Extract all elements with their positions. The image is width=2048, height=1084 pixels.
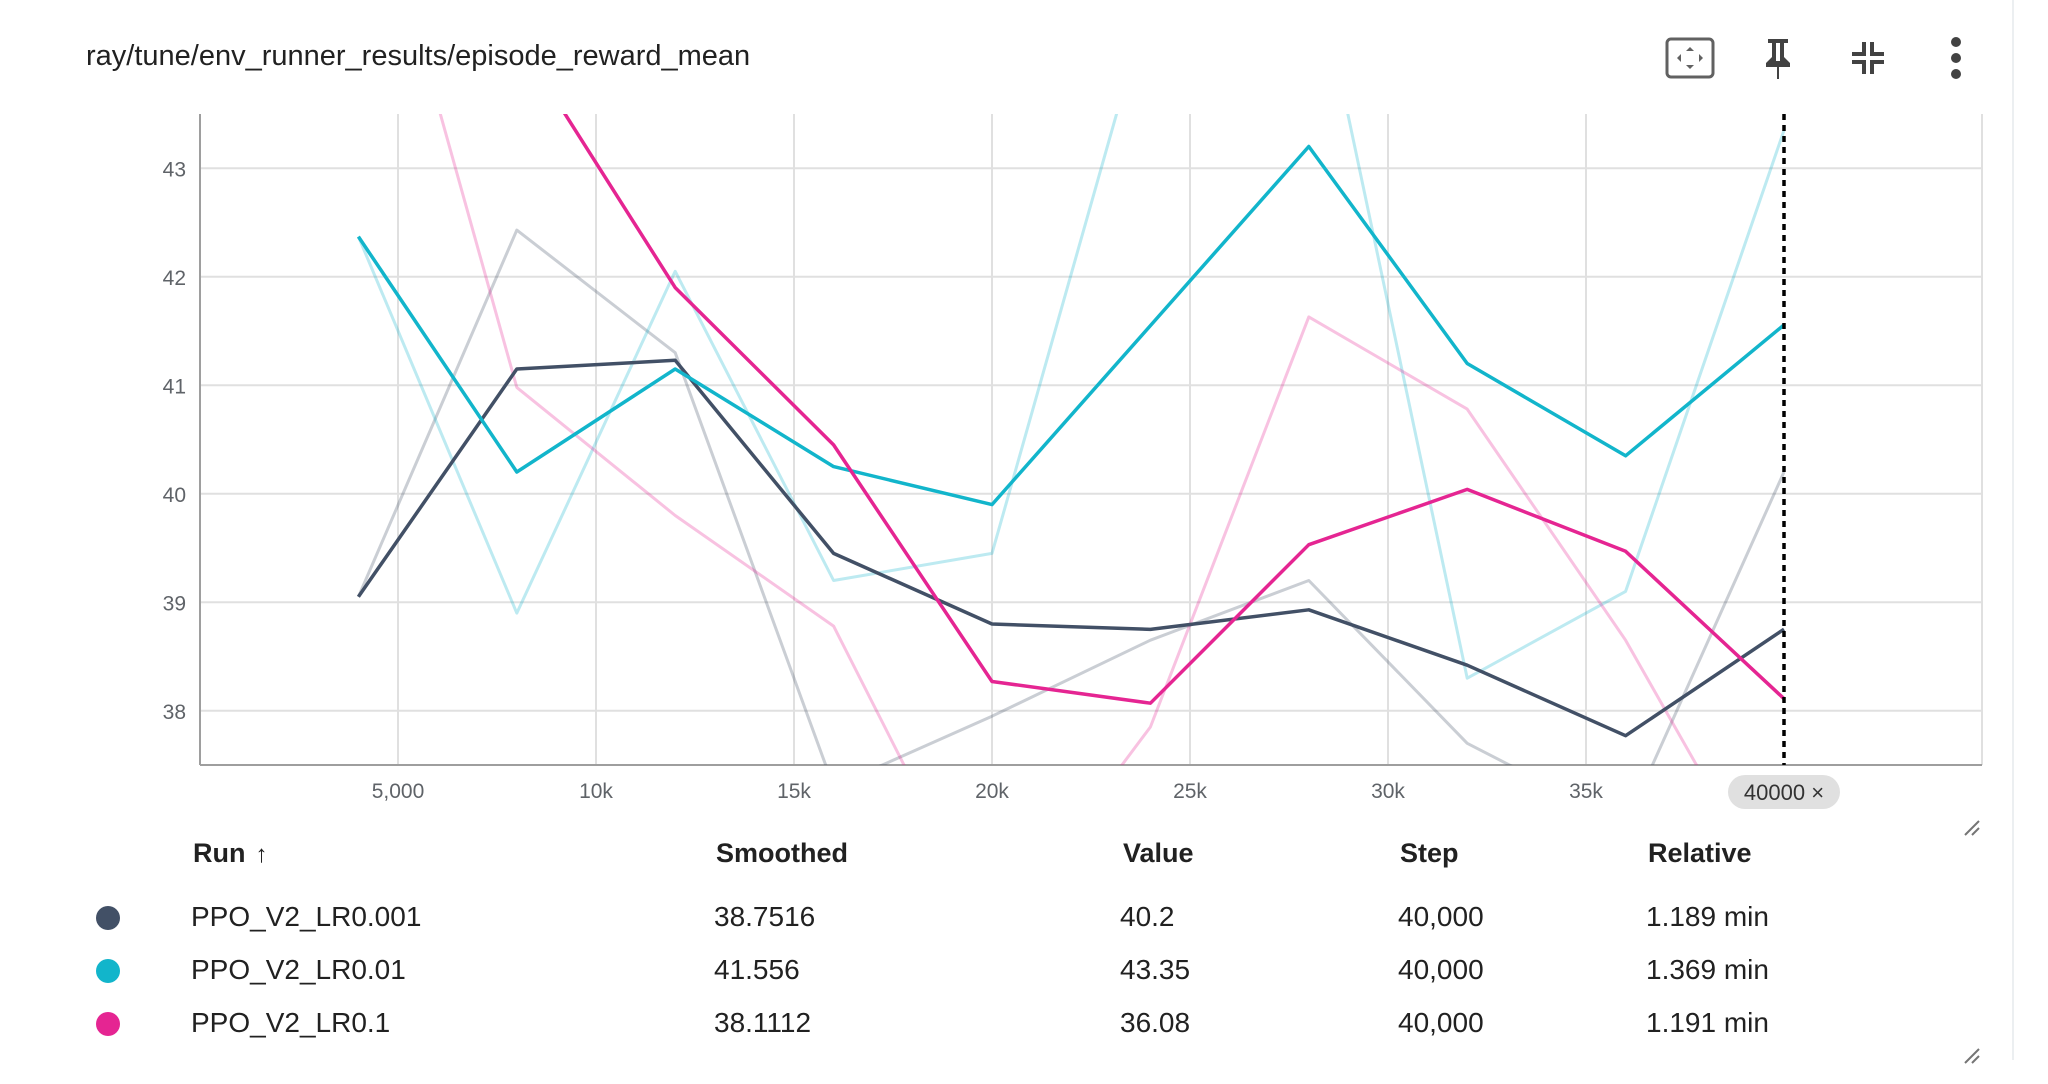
smoothed-value: 38.7516	[714, 901, 816, 932]
smoothed-series-line	[562, 114, 1786, 705]
x-tick-label: 30k	[1371, 780, 1405, 803]
chart-axes: 38 39 40 41 42 43 5,000 10k 15k 20k 25k 30k 35k	[163, 114, 1982, 803]
header-smoothed[interactable]: Smoothed	[716, 838, 848, 868]
table-row[interactable]: PPO_V2_LR0.001 38.7516 40.2 40,000 1.189…	[0, 892, 1990, 942]
relative-value: 1.369 min	[1646, 954, 1769, 985]
run-color-dot	[96, 1012, 120, 1036]
table-row[interactable]: PPO_V2_LR0.1 38.1112 36.08 40,000 1.191 …	[0, 998, 1990, 1048]
smoothed-series-line	[356, 358, 1785, 738]
raw-series-line	[438, 114, 1699, 765]
run-name: PPO_V2_LR0.1	[191, 1007, 391, 1038]
fit-domain-icon[interactable]	[1662, 30, 1718, 86]
x-tick-label: 20k	[975, 780, 1009, 803]
smoothed-value: 41.556	[714, 954, 800, 985]
pin-icon[interactable]	[1750, 30, 1806, 86]
run-name: PPO_V2_LR0.001	[191, 901, 422, 932]
raw-value: 40.2	[1120, 901, 1175, 932]
header-run-label: Run	[193, 838, 246, 868]
header-step[interactable]: Step	[1400, 838, 1459, 868]
x-tick-label: 10k	[579, 780, 613, 803]
step-chip[interactable]	[1728, 775, 1840, 809]
panel-divider	[2012, 0, 2014, 1060]
step-value: 40,000	[1398, 1007, 1484, 1038]
step-chip-label[interactable]: 40000 ×	[1744, 780, 1824, 805]
header-run[interactable]: Run ↑	[193, 838, 267, 869]
run-color-dot	[96, 906, 120, 930]
relative-value: 1.189 min	[1646, 901, 1769, 932]
raw-series-line	[357, 114, 1786, 680]
header-value[interactable]: Value	[1123, 838, 1194, 868]
smoothed-series-line	[356, 144, 1786, 507]
step-cursor[interactable]: 40000 ×	[1728, 114, 1840, 809]
more-vert-icon[interactable]	[1928, 30, 1984, 86]
raw-value: 36.08	[1120, 1007, 1191, 1038]
chart-grid	[200, 114, 1983, 765]
table-row[interactable]: PPO_V2_LR0.01 41.556 43.35 40,000 1.369 …	[0, 945, 1990, 995]
x-tick-label: 15k	[777, 780, 811, 803]
y-tick-label: 41	[163, 375, 186, 398]
step-value: 40,000	[1398, 901, 1484, 932]
y-tick-label: 43	[163, 158, 186, 181]
raw-value: 43.35	[1120, 954, 1191, 985]
smoothed-value: 38.1112	[714, 1007, 812, 1038]
y-tick-label: 42	[163, 267, 186, 290]
x-tick-label: 35k	[1569, 780, 1603, 803]
sort-arrow-icon: ↑	[255, 841, 268, 868]
collapse-icon[interactable]	[1840, 30, 1896, 86]
raw-series-line	[357, 228, 1786, 765]
line-chart[interactable]: 38 39 40 41 42 43 5,000 10k 15k 20k 25k 30k 35k 4000…	[0, 100, 2000, 820]
y-tick-label: 39	[163, 592, 186, 615]
header-relative[interactable]: Relative	[1648, 838, 1752, 868]
y-tick-label: 40	[163, 484, 186, 507]
step-value: 40,000	[1398, 954, 1484, 985]
chart-title: ray/tune/env_runner_results/episode_rewa…	[86, 40, 751, 72]
relative-value: 1.191 min	[1646, 1007, 1769, 1038]
chart-resize-icon[interactable]	[1962, 818, 1982, 838]
run-color-dot	[96, 959, 120, 983]
x-tick-label: 5,000	[372, 780, 425, 803]
table-resize-icon[interactable]	[1962, 1046, 1982, 1066]
x-tick-label: 25k	[1173, 780, 1207, 803]
chart-lines	[356, 114, 1786, 765]
run-name: PPO_V2_LR0.01	[191, 954, 406, 985]
y-tick-label: 38	[163, 701, 186, 724]
